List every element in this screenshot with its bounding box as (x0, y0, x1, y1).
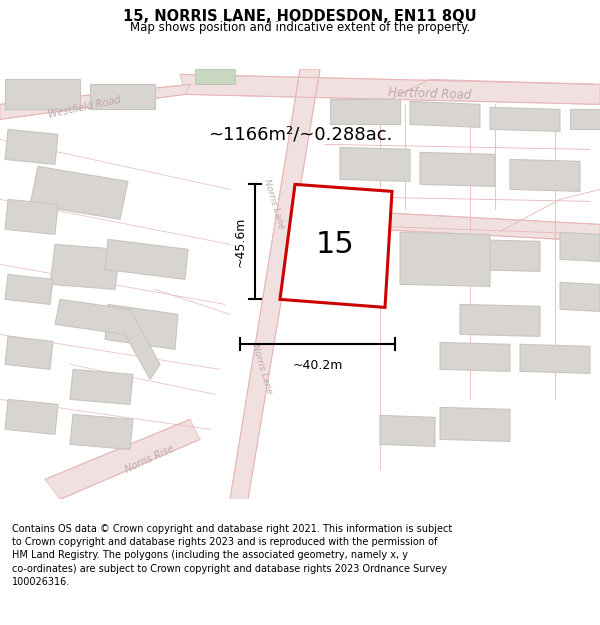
Polygon shape (5, 336, 53, 369)
Polygon shape (5, 129, 58, 164)
Polygon shape (5, 399, 58, 434)
Polygon shape (0, 84, 190, 119)
Text: ~45.6m: ~45.6m (234, 217, 247, 267)
Text: ~40.2m: ~40.2m (292, 359, 343, 372)
Polygon shape (195, 69, 235, 84)
Text: ~1166m²/~0.288ac.: ~1166m²/~0.288ac. (208, 126, 392, 143)
Polygon shape (340, 148, 410, 181)
Polygon shape (490, 107, 560, 131)
Text: 15, NORRIS LANE, HODDESDON, EN11 8QU: 15, NORRIS LANE, HODDESDON, EN11 8QU (123, 9, 477, 24)
Polygon shape (30, 166, 128, 219)
Polygon shape (410, 101, 480, 127)
Polygon shape (90, 84, 155, 109)
Polygon shape (420, 152, 495, 186)
Polygon shape (105, 304, 178, 349)
Text: 15: 15 (316, 230, 355, 259)
Polygon shape (70, 414, 133, 449)
Polygon shape (230, 69, 320, 499)
Polygon shape (50, 244, 120, 289)
Polygon shape (520, 344, 590, 373)
Polygon shape (440, 342, 510, 371)
Polygon shape (105, 239, 188, 279)
Polygon shape (560, 232, 600, 261)
Polygon shape (5, 79, 80, 109)
Polygon shape (5, 199, 58, 234)
Polygon shape (5, 274, 53, 304)
Polygon shape (330, 99, 400, 124)
Polygon shape (460, 239, 540, 271)
Polygon shape (280, 184, 392, 308)
Polygon shape (45, 419, 200, 499)
Polygon shape (55, 299, 160, 379)
Polygon shape (70, 369, 133, 404)
Polygon shape (180, 74, 600, 104)
Polygon shape (287, 244, 374, 289)
Text: Westfield Road: Westfield Road (48, 95, 122, 120)
Text: Norris Lane: Norris Lane (262, 178, 286, 231)
Polygon shape (380, 416, 435, 446)
Text: Hertford Road: Hertford Road (388, 86, 472, 103)
Polygon shape (440, 408, 510, 441)
Text: Norris Lane: Norris Lane (250, 343, 274, 396)
Polygon shape (560, 282, 600, 311)
Polygon shape (510, 159, 580, 191)
Polygon shape (320, 209, 600, 241)
Text: Map shows position and indicative extent of the property.: Map shows position and indicative extent… (130, 21, 470, 34)
Polygon shape (293, 194, 378, 234)
Polygon shape (400, 232, 490, 286)
Text: Norris Rise: Norris Rise (124, 444, 176, 475)
Text: Contains OS data © Crown copyright and database right 2021. This information is : Contains OS data © Crown copyright and d… (12, 524, 452, 587)
Polygon shape (460, 304, 540, 336)
Polygon shape (570, 109, 600, 129)
